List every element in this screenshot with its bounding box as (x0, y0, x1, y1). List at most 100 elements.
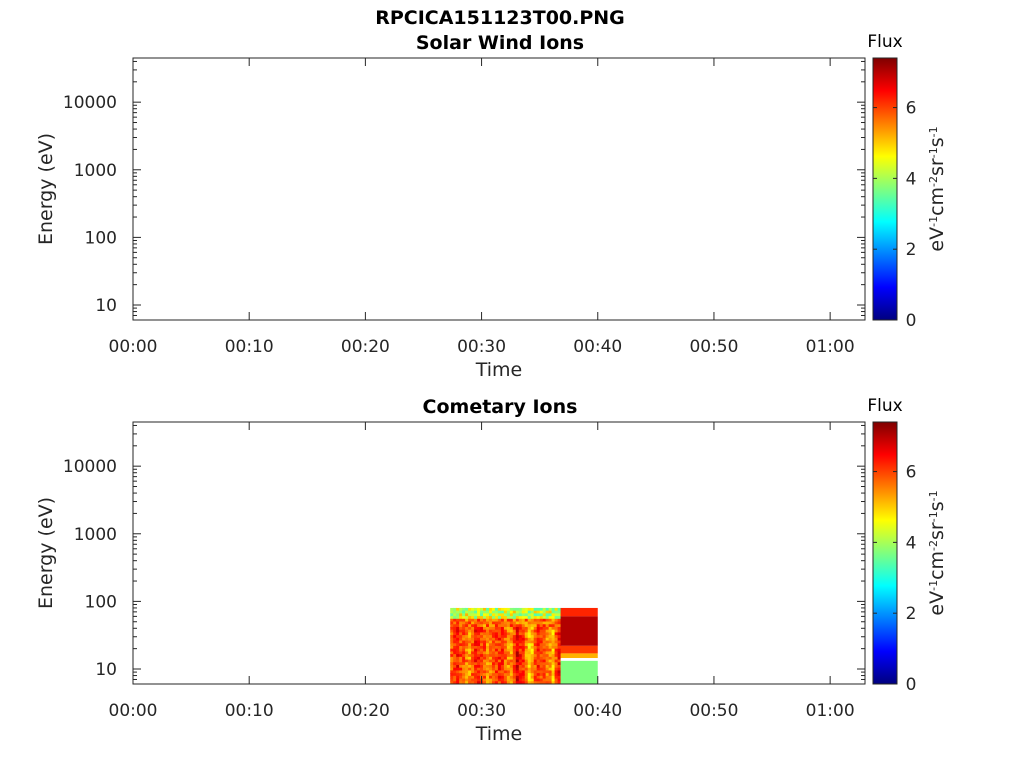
heatmap-cell (471, 659, 475, 663)
heatmap-cell (554, 648, 559, 653)
heatmap-cell (518, 664, 523, 669)
heatmap-cell (506, 659, 511, 663)
heatmap-cell (515, 643, 520, 647)
heatmap-cell (486, 673, 490, 677)
heatmap-cell (533, 607, 538, 612)
heatmap-cell (500, 648, 505, 653)
heatmap-cell (509, 607, 514, 612)
heatmap-cell (486, 645, 490, 650)
heatmap-cell (488, 626, 493, 631)
heatmap-cell (450, 667, 454, 672)
heatmap-cell (477, 637, 481, 642)
heatmap-cell (524, 673, 529, 677)
heatmap-cell (521, 645, 526, 650)
heatmap-cell (488, 618, 493, 623)
heatmap-cell (536, 613, 541, 617)
heatmap-cell (488, 632, 493, 636)
heatmap-cell (527, 662, 532, 666)
heatmap-cell (456, 651, 460, 655)
heatmap-cell (515, 678, 520, 682)
heatmap-cell (539, 651, 544, 655)
heatmap-cell (494, 675, 499, 680)
heatmap-cell (506, 648, 511, 653)
heatmap-cell (494, 629, 499, 633)
heatmap-cell (462, 640, 466, 644)
heatmap-cell (548, 624, 553, 628)
heatmap-cell (471, 624, 475, 628)
heatmap-cell (494, 651, 499, 655)
heatmap-cell (554, 681, 559, 684)
heatmap-cell (471, 632, 475, 636)
heatmap-cell (506, 632, 511, 636)
heatmap-cell (462, 610, 466, 614)
heatmap-cell (524, 607, 529, 612)
heatmap-cell (453, 643, 457, 647)
heatmap-cell (486, 643, 490, 647)
heatmap-cell (506, 616, 511, 620)
heatmap-cell (533, 659, 538, 663)
heatmap-cell (506, 621, 511, 625)
heatmap-cell (539, 648, 544, 653)
heatmap-cell (462, 648, 466, 653)
heatmap-cell (524, 632, 529, 636)
heatmap-cell (557, 637, 562, 642)
heatmap-cell (512, 662, 517, 666)
heatmap-cell (548, 645, 553, 650)
heatmap-cell (545, 651, 550, 655)
heatmap-cell (545, 607, 550, 612)
heatmap-cell (456, 678, 460, 682)
heatmap-cell (456, 626, 460, 631)
heatmap-cell (554, 675, 559, 680)
heatmap-cell (453, 667, 457, 672)
heatmap-cell (453, 607, 457, 612)
heatmap-cell (459, 635, 463, 639)
heatmap-cell (524, 643, 529, 647)
heatmap-cell (542, 681, 547, 684)
heatmap-cell (557, 607, 562, 612)
heatmap-cell (474, 643, 478, 647)
heatmap-cell (515, 681, 520, 684)
heatmap-cell (500, 635, 505, 639)
heatmap-cell (539, 632, 544, 636)
heatmap-cell (554, 656, 559, 661)
heatmap-cell (494, 643, 499, 647)
heatmap-cell (539, 662, 544, 666)
x-axis: 00:00 00:10 00:20 00:30 00:40 00:50 01:00 (109, 58, 855, 357)
heatmap-cell (488, 678, 493, 682)
heatmap-cell (491, 667, 496, 672)
heatmap-cell (557, 654, 562, 658)
heatmap-cell (500, 624, 505, 628)
heatmap-cell (512, 635, 517, 639)
heatmap-cell (497, 624, 502, 628)
heatmap-cell (468, 637, 472, 642)
heatmap-cell (521, 616, 526, 620)
panel-title: Cometary Ions (423, 396, 578, 418)
heatmap-cell (503, 648, 508, 653)
heatmap-cell (500, 643, 505, 647)
heatmap-cell (488, 675, 493, 680)
heatmap-cell (497, 613, 502, 617)
heatmap-cell (518, 645, 523, 650)
heatmap-cell (497, 670, 502, 674)
heatmap-cell (542, 637, 547, 642)
heatmap-cell (512, 667, 517, 672)
heatmap-cell (471, 662, 475, 666)
heatmap-cell (468, 667, 472, 672)
heatmap-cell (453, 635, 457, 639)
heatmap-cell (548, 629, 553, 633)
heatmap-cell (483, 654, 487, 658)
heatmap-cell (515, 637, 520, 642)
heatmap-cell (539, 640, 544, 644)
heatmap-cell (521, 629, 526, 633)
heatmap-cell (456, 637, 460, 642)
heatmap-cell (468, 632, 472, 636)
heatmap-cell (524, 613, 529, 617)
heatmap-cell (486, 664, 490, 669)
heatmap-cell (518, 626, 523, 631)
heatmap-cell (503, 675, 508, 680)
plot-frame (132, 421, 866, 685)
heatmap-cell (542, 607, 547, 612)
panel-title: Solar Wind Ions (416, 32, 584, 54)
heatmap-cell (462, 613, 466, 617)
heatmap-cell (536, 670, 541, 674)
